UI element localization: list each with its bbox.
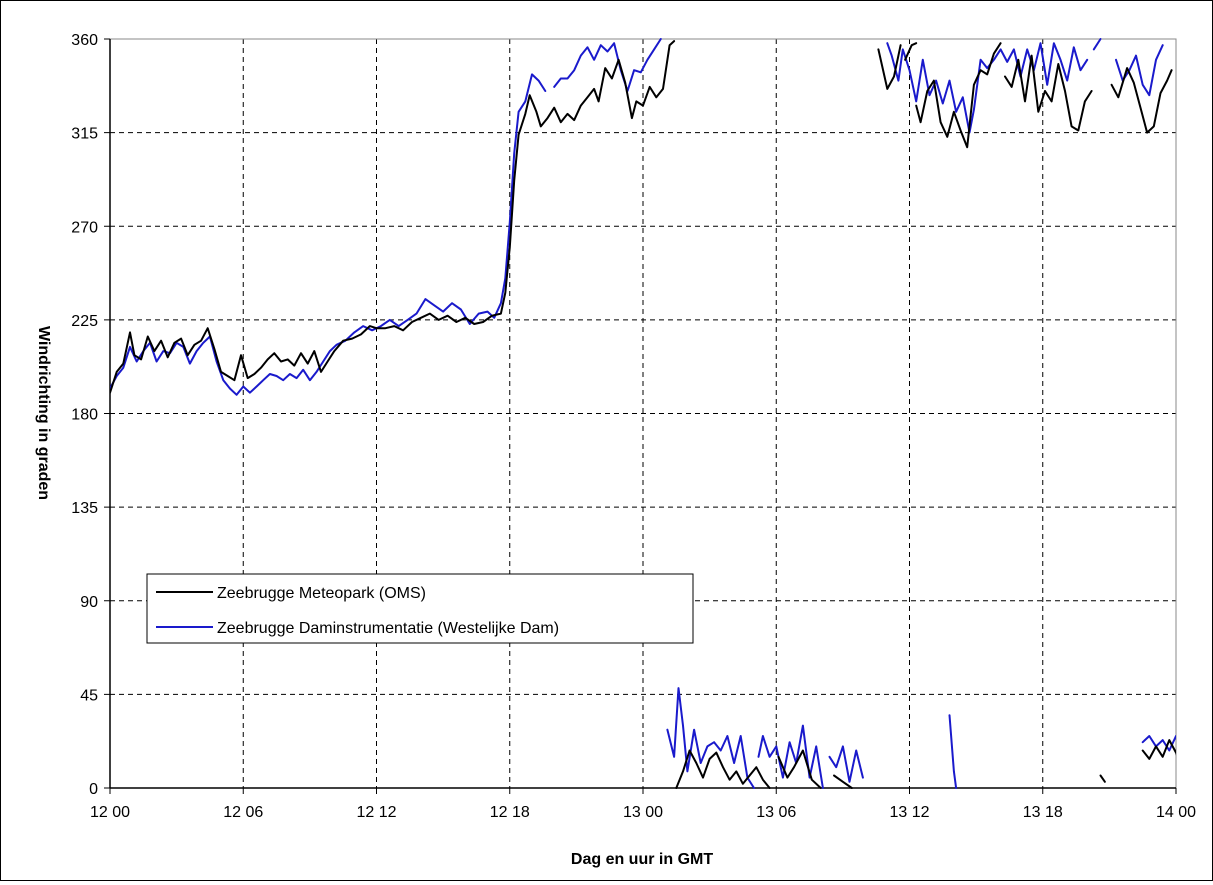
series-line-segment bbox=[1115, 44, 1164, 97]
series-line-segment bbox=[1141, 739, 1176, 760]
x-tick-label: 12 06 bbox=[223, 804, 263, 821]
series-line-segment bbox=[1004, 54, 1093, 132]
grid-lines bbox=[110, 38, 1176, 788]
y-axis-title: Windrichting in graden bbox=[35, 326, 52, 500]
series-line-segment bbox=[1141, 735, 1176, 752]
y-axis-ticks: 0 45 90 135 180 225 270 315 360 bbox=[71, 32, 110, 798]
series-line-segment bbox=[833, 774, 853, 789]
series-line-segment bbox=[110, 73, 547, 396]
y-tick-label: 270 bbox=[71, 219, 98, 236]
x-tick-label: 14 00 bbox=[1156, 804, 1196, 821]
y-tick-label: 360 bbox=[71, 32, 98, 49]
y-tick-label: 180 bbox=[71, 407, 98, 424]
x-tick-label: 13 06 bbox=[756, 804, 796, 821]
series-1 bbox=[110, 38, 1176, 789]
legend-label-meteopark: Zeebrugge Meteopark (OMS) bbox=[217, 585, 426, 602]
series-line-segment bbox=[948, 714, 958, 789]
x-axis-title: Dag en uur in GMT bbox=[571, 851, 713, 868]
x-tick-label: 13 18 bbox=[1023, 804, 1063, 821]
series-line-segment bbox=[886, 42, 1089, 134]
x-tick-label: 12 12 bbox=[356, 804, 396, 821]
series-0 bbox=[110, 40, 1176, 789]
x-tick-label: 13 00 bbox=[623, 804, 663, 821]
series-line-segment bbox=[110, 40, 676, 394]
y-tick-label: 90 bbox=[80, 594, 98, 611]
series-line-segment bbox=[915, 42, 1002, 149]
y-tick-label: 0 bbox=[89, 781, 98, 798]
series-line-segment bbox=[777, 749, 822, 789]
series-line-segment bbox=[877, 44, 902, 90]
y-tick-label: 225 bbox=[71, 313, 98, 330]
series-line-segment bbox=[1092, 38, 1102, 51]
series-layer bbox=[110, 38, 1176, 789]
y-tick-label: 315 bbox=[71, 126, 98, 143]
legend: Zeebrugge Meteopark (OMS) Zeebrugge Dami… bbox=[146, 573, 694, 644]
series-line-segment bbox=[553, 38, 662, 92]
x-tick-label: 12 18 bbox=[490, 804, 530, 821]
series-line-segment bbox=[904, 42, 918, 61]
series-line-segment bbox=[757, 724, 824, 789]
y-tick-label: 45 bbox=[80, 687, 98, 704]
series-line-segment bbox=[666, 687, 755, 789]
series-line-segment bbox=[1110, 67, 1173, 134]
x-tick-label: 12 00 bbox=[90, 804, 130, 821]
legend-box bbox=[146, 573, 694, 644]
series-line-segment bbox=[828, 745, 864, 783]
y-tick-label: 135 bbox=[71, 500, 98, 517]
series-line-segment bbox=[675, 749, 771, 789]
legend-label-daminstrumentatie: Zeebrugge Daminstrumentatie (Westelijke … bbox=[217, 620, 559, 637]
series-line-segment bbox=[1099, 774, 1106, 783]
x-axis-ticks: 12 00 12 06 12 12 12 18 13 00 13 06 13 12 13 18… bbox=[90, 788, 1196, 821]
x-tick-label: 13 12 bbox=[889, 804, 929, 821]
